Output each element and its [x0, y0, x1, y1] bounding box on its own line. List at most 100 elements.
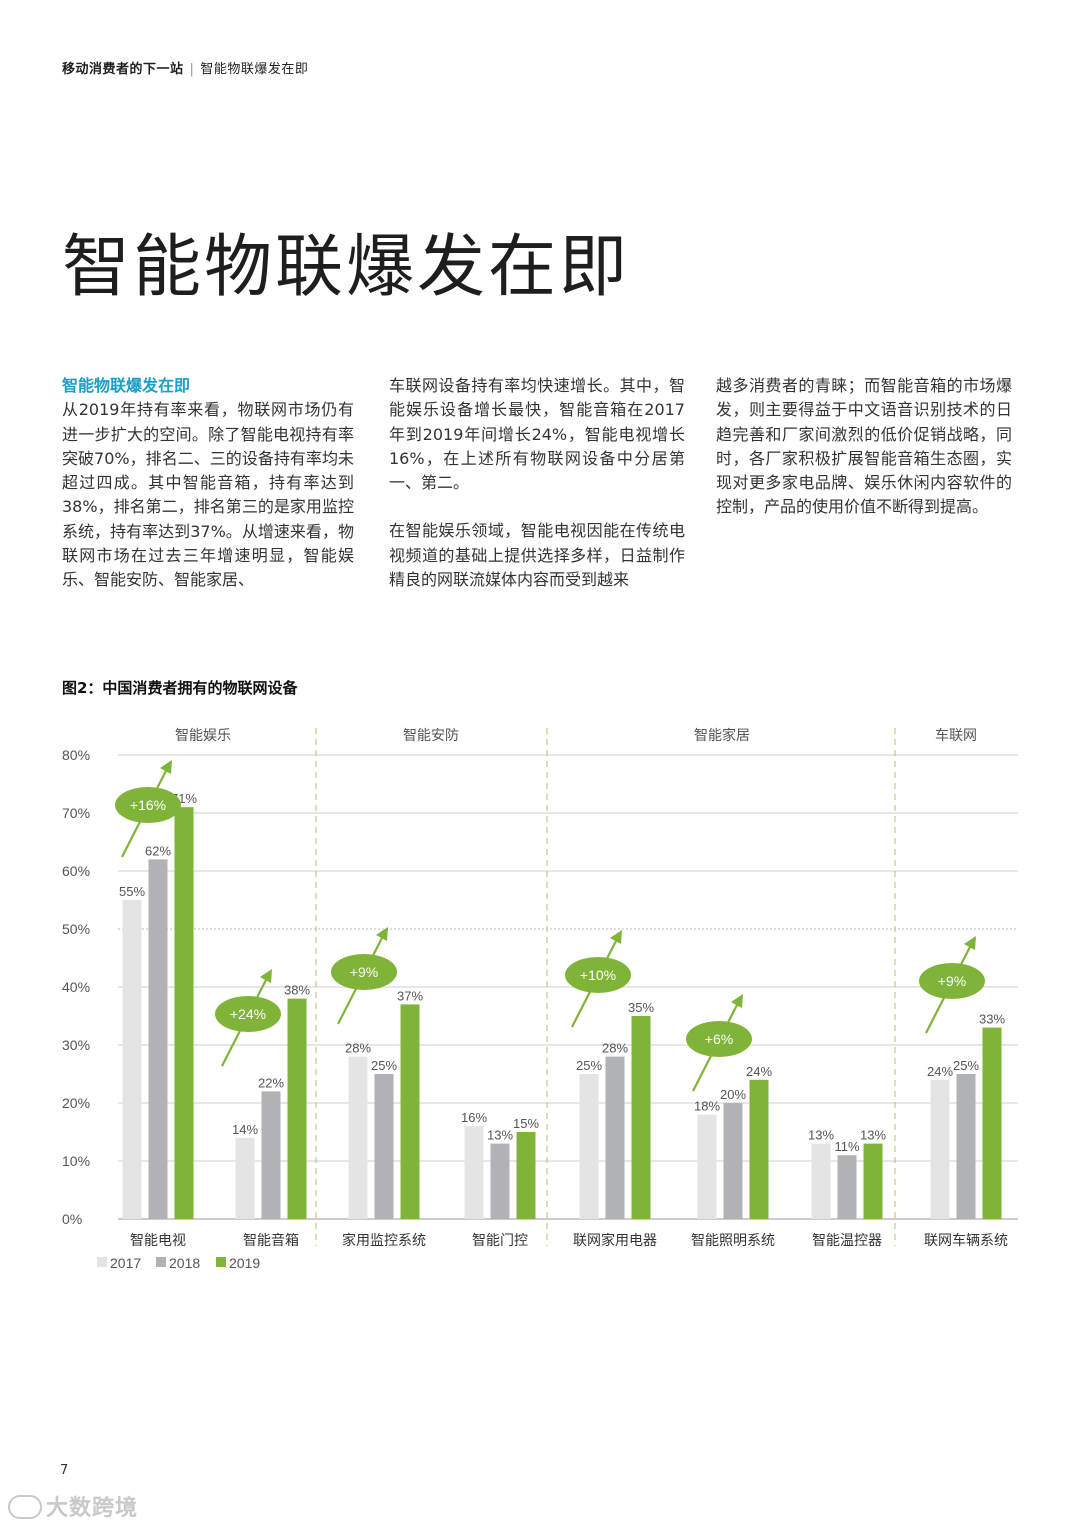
growth-badge-label: +10% — [580, 967, 616, 983]
bar — [837, 1155, 857, 1219]
growth-arrowhead — [160, 760, 172, 774]
bar — [348, 1056, 368, 1219]
bar — [122, 900, 142, 1219]
bar — [490, 1143, 510, 1219]
y-tick-label: 60% — [62, 863, 90, 879]
bar — [174, 807, 194, 1219]
bar — [148, 859, 168, 1219]
section-subheading: 智能物联爆发在即 — [62, 376, 191, 395]
data-label: 62% — [145, 843, 171, 858]
y-tick-label: 0% — [62, 1211, 82, 1227]
page-title: 智能物联爆发在即 — [62, 228, 631, 307]
data-label: 24% — [746, 1064, 772, 1079]
legend-label: 2019 — [229, 1255, 260, 1271]
data-label: 13% — [487, 1128, 513, 1143]
x-tick-label: 智能照明系统 — [691, 1232, 775, 1248]
data-label: 25% — [576, 1058, 602, 1073]
growth-badge-label: +24% — [230, 1006, 266, 1022]
body-paragraph: 在智能娱乐领域，智能电视因能在传统电视频道的基础上提供选择多样，日益制作精良的网… — [389, 521, 685, 590]
data-label: 28% — [602, 1041, 628, 1056]
data-label: 25% — [371, 1058, 397, 1073]
group-label: 智能娱乐 — [175, 727, 231, 743]
watermark-text: 大数跨境 — [46, 1496, 139, 1521]
body-paragraph: 车联网设备持有率均快速增长。其中，智能娱乐设备增长最快，智能音箱在2017年到2… — [389, 376, 685, 493]
x-tick-label: 智能温控器 — [812, 1232, 882, 1248]
data-label: 15% — [513, 1116, 539, 1131]
bar — [374, 1074, 394, 1219]
growth-badge — [686, 1021, 752, 1057]
x-tick-label: 智能电视 — [130, 1232, 186, 1248]
bar — [287, 998, 307, 1219]
growth-badge — [331, 954, 397, 990]
bar — [261, 1091, 281, 1219]
watermark-logo-icon — [8, 1495, 42, 1519]
bar — [516, 1132, 536, 1219]
legend-label: 2018 — [169, 1255, 200, 1271]
bar — [811, 1143, 831, 1219]
growth-arrowhead — [610, 930, 622, 944]
data-label: 28% — [345, 1041, 371, 1056]
bar — [697, 1114, 717, 1219]
bar — [235, 1137, 255, 1219]
data-label: 11% — [834, 1139, 859, 1154]
legend-swatch — [97, 1257, 107, 1267]
growth-badge — [565, 957, 631, 993]
bar — [749, 1079, 769, 1219]
y-tick-label: 40% — [62, 979, 90, 995]
x-tick-label: 联网车辆系统 — [924, 1232, 1008, 1248]
growth-badge-label: +9% — [938, 973, 966, 989]
bar — [579, 1074, 599, 1219]
data-label: 25% — [953, 1058, 979, 1073]
y-tick-label: 70% — [62, 805, 90, 821]
data-label: 33% — [979, 1012, 1005, 1027]
y-tick-label: 80% — [62, 747, 90, 763]
growth-badge — [919, 963, 985, 999]
y-tick-label: 20% — [62, 1095, 90, 1111]
growth-badge-label: +9% — [350, 964, 378, 980]
data-label: 20% — [720, 1087, 746, 1102]
group-label: 智能安防 — [403, 727, 459, 743]
figure-title: 图2：中国消费者拥有的物联网设备 — [62, 679, 298, 697]
watermark: 大数跨境 — [8, 1490, 138, 1522]
growth-arrowhead — [731, 994, 743, 1008]
publication-title: 移动消费者的下一站 — [62, 62, 184, 77]
data-label: 18% — [694, 1099, 720, 1114]
body-column-2: 车联网设备持有率均快速增长。其中，智能娱乐设备增长最快，智能音箱在2017年到2… — [389, 374, 685, 616]
growth-badge — [215, 996, 281, 1032]
growth-arrowhead — [260, 969, 272, 983]
body-paragraph: 越多消费者的青睐；而智能音箱的市场爆发，则主要得益于中文语音识别技术的日趋完善和… — [716, 376, 1012, 517]
legend-swatch — [216, 1257, 226, 1267]
section-title: 智能物联爆发在即 — [200, 62, 309, 77]
growth-badge-label: +6% — [705, 1031, 733, 1047]
bar — [956, 1074, 976, 1219]
bar — [982, 1027, 1002, 1219]
y-tick-label: 50% — [62, 921, 90, 937]
data-label: 55% — [119, 884, 145, 899]
bar — [723, 1103, 743, 1219]
running-header: 移动消费者的下一站 | 智能物联爆发在即 — [62, 58, 308, 77]
bar — [605, 1056, 625, 1219]
growth-arrowhead — [964, 936, 976, 950]
growth-badge — [115, 787, 181, 823]
header-separator: | — [189, 62, 195, 77]
body-paragraph: 从2019年持有率来看，物联网市场仍有进一步扩大的空间。除了智能电视持有率突破7… — [62, 400, 354, 590]
x-tick-label: 智能音箱 — [243, 1232, 299, 1248]
data-label: 14% — [232, 1122, 258, 1137]
group-label: 车联网 — [935, 727, 977, 743]
legend-label: 2017 — [110, 1255, 141, 1271]
data-label: 37% — [397, 988, 423, 1003]
data-label: 22% — [258, 1075, 284, 1090]
y-tick-label: 30% — [62, 1037, 90, 1053]
group-label: 智能家居 — [694, 727, 750, 743]
legend-swatch — [156, 1257, 166, 1267]
data-label: 13% — [860, 1128, 886, 1143]
x-tick-label: 智能门控 — [472, 1232, 528, 1248]
bar — [464, 1126, 484, 1219]
bar — [631, 1016, 651, 1219]
data-label: 24% — [927, 1064, 953, 1079]
page-number: 7 — [60, 1463, 69, 1478]
body-column-1: 智能物联爆发在即 从2019年持有率来看，物联网市场仍有进一步扩大的空间。除了智… — [62, 374, 354, 617]
data-label: 13% — [808, 1128, 834, 1143]
bar — [930, 1079, 950, 1219]
